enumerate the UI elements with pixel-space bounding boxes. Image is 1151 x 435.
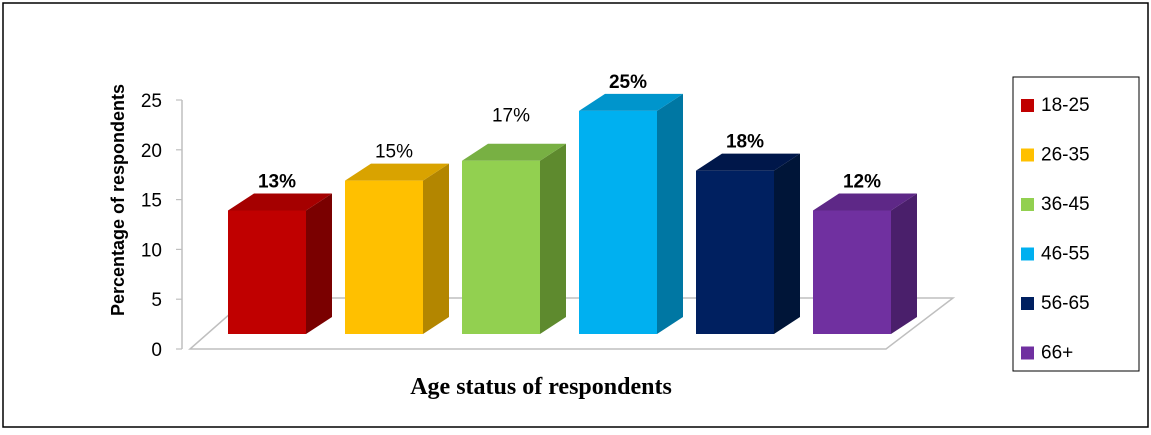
data-label-36-45: 17% bbox=[492, 106, 530, 127]
bar-18-25[interactable] bbox=[228, 210, 306, 334]
bar-side-36-45 bbox=[540, 143, 566, 334]
bar-top-46-55 bbox=[579, 93, 683, 111]
data-labels: 13% 15% 17% 25% 18% 12% bbox=[258, 72, 881, 193]
data-label-66+: 12% bbox=[843, 171, 881, 192]
legend: 18-25 26-35 36-45 46-55 56-65 66+ bbox=[1021, 95, 1090, 364]
bar-side-56-65 bbox=[774, 153, 800, 334]
legend-swatch-56-65 bbox=[1021, 297, 1034, 310]
bar-46-55[interactable] bbox=[579, 110, 657, 334]
bar-side-66+ bbox=[891, 193, 917, 334]
chart-border bbox=[2, 2, 1149, 428]
bar-top-56-65 bbox=[696, 153, 800, 171]
y-tick-label: 15 bbox=[141, 191, 162, 212]
legend-swatch-66+ bbox=[1021, 346, 1034, 360]
legend-swatch-46-55 bbox=[1021, 247, 1034, 261]
legend-label-18-25: 18-25 bbox=[1041, 95, 1090, 116]
bar-36-45[interactable] bbox=[462, 160, 540, 334]
bar-66+[interactable] bbox=[813, 210, 891, 334]
bar-top-26-35 bbox=[345, 163, 449, 181]
bar-side-26-35 bbox=[423, 163, 449, 334]
legend-label-26-35: 26-35 bbox=[1041, 145, 1090, 166]
y-axis-label: Percentage of respondents bbox=[108, 84, 128, 316]
legend-swatch-18-25 bbox=[1021, 99, 1034, 112]
bar-top-36-45 bbox=[462, 143, 566, 161]
y-tick-label: 0 bbox=[151, 340, 162, 361]
legend-box bbox=[1012, 76, 1140, 372]
legend-label-46-55: 46-55 bbox=[1041, 244, 1090, 265]
y-tick-label: 5 bbox=[151, 290, 162, 311]
x-axis-label: Age status of respondents bbox=[410, 374, 672, 400]
legend-label-36-45: 36-45 bbox=[1041, 194, 1090, 215]
bars bbox=[228, 93, 917, 335]
bar-side-18-25 bbox=[306, 193, 332, 334]
data-label-26-35: 15% bbox=[375, 142, 413, 163]
y-tick-label: 20 bbox=[141, 141, 162, 162]
bar-top-18-25 bbox=[228, 193, 332, 211]
y-tick-label: 10 bbox=[141, 240, 162, 261]
bar-56-65[interactable] bbox=[696, 170, 774, 334]
y-tick-labels: 0 5 10 15 20 25 bbox=[141, 91, 162, 361]
data-label-56-65: 18% bbox=[726, 132, 764, 153]
bar-side-46-55 bbox=[657, 93, 683, 335]
bar-top-66+ bbox=[813, 193, 917, 211]
legend-swatch-26-35 bbox=[1021, 148, 1034, 162]
y-tick-label: 25 bbox=[141, 91, 162, 112]
legend-swatch-36-45 bbox=[1021, 198, 1034, 211]
legend-label-66+: 66+ bbox=[1041, 343, 1073, 364]
legend-label-56-65: 56-65 bbox=[1041, 293, 1090, 314]
data-label-18-25: 13% bbox=[258, 171, 296, 192]
bar-26-35[interactable] bbox=[345, 180, 423, 334]
data-label-46-55: 25% bbox=[609, 72, 647, 93]
